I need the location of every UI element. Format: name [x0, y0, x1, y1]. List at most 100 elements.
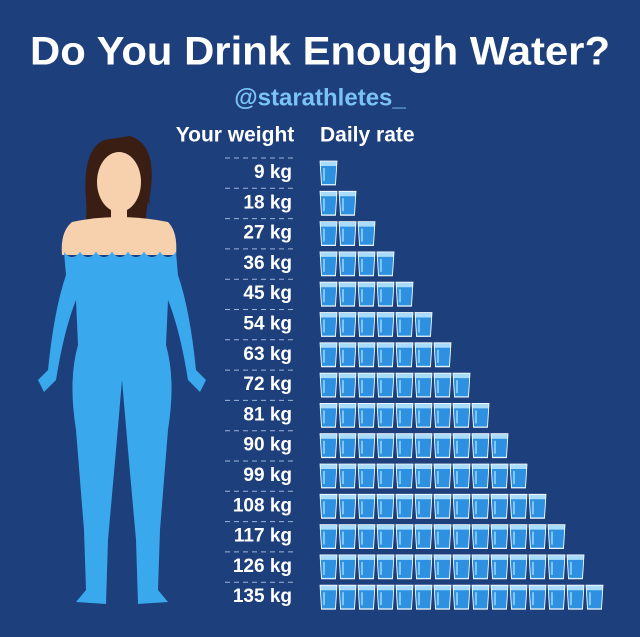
weight-label: 117 kg — [234, 526, 292, 547]
glass-shine — [399, 380, 401, 394]
glass-shine — [380, 410, 382, 424]
weight-label: 18 kg — [243, 192, 292, 213]
glass-shine — [399, 349, 401, 363]
glasses-row — [319, 190, 357, 216]
table-rows: 9 kg 18 kg 27 kg 36 kg 45 kg 54 kg 63 kg 72 kg 8… — [225, 157, 604, 610]
glasses-row — [319, 524, 566, 549]
glass-shine — [513, 501, 515, 515]
glass-shine — [361, 501, 363, 515]
title: Do You Drink Enough Water? — [30, 30, 610, 74]
glass-shine — [418, 592, 420, 606]
glass-shine — [437, 349, 439, 363]
glasses-row — [319, 251, 395, 277]
header-weight: Your weight — [176, 124, 295, 147]
glass-shine — [361, 258, 363, 272]
woman-figure — [38, 136, 206, 604]
glass-shine — [418, 471, 420, 484]
glass-shine — [342, 410, 344, 424]
weight-label: 126 kg — [233, 556, 292, 577]
glass-shine — [475, 410, 477, 424]
handle: @starathletes_ — [234, 84, 406, 111]
glass-shine — [361, 561, 363, 575]
glass-shine — [532, 501, 534, 515]
weight-label: 54 kg — [243, 314, 292, 335]
glasses-row — [319, 281, 414, 307]
glass-shine — [380, 440, 382, 454]
glass-shine — [418, 561, 420, 575]
glass-shine — [342, 471, 344, 484]
glass-shine — [418, 531, 420, 545]
glass-shine — [399, 561, 401, 575]
glass-shine — [342, 319, 344, 333]
glass-shine — [361, 319, 363, 333]
glasses-row — [319, 160, 338, 186]
glass-shine — [475, 592, 477, 606]
glass-shine — [589, 592, 591, 606]
glass-shine — [380, 289, 382, 303]
weight-label: 27 kg — [243, 223, 292, 244]
weight-label: 36 kg — [243, 253, 292, 274]
glass-shine — [456, 440, 458, 454]
glass-shine — [323, 531, 325, 545]
glasses-row — [319, 342, 452, 368]
glass-shine — [551, 531, 553, 545]
glass-shine — [323, 198, 325, 212]
glass-shine — [342, 561, 344, 575]
glass-shine — [323, 228, 325, 242]
glass-shine — [399, 410, 401, 424]
glass-shine — [551, 592, 553, 606]
glass-shine — [437, 531, 439, 545]
glass-shine — [437, 380, 439, 394]
glass-shine — [342, 258, 344, 272]
glass-shine — [532, 592, 534, 606]
glass-shine — [399, 501, 401, 515]
glass-shine — [323, 592, 325, 606]
glass-shine — [513, 592, 515, 606]
glass-shine — [456, 561, 458, 575]
glass-shine — [494, 471, 496, 484]
glass-shine — [494, 561, 496, 575]
glass-shine — [323, 561, 325, 575]
glass-shine — [570, 561, 572, 575]
glass-shine — [323, 319, 325, 333]
glasses-row — [319, 463, 528, 489]
glass-shine — [437, 501, 439, 515]
glass-shine — [342, 531, 344, 545]
glass-shine — [456, 471, 458, 484]
glass-shine — [323, 168, 325, 181]
glass-shine — [570, 592, 572, 606]
glass-shine — [399, 440, 401, 454]
glasses-row — [319, 403, 490, 428]
glass-shine — [342, 501, 344, 515]
glass-shine — [437, 592, 439, 606]
glass-shine — [437, 410, 439, 424]
glass-shine — [475, 501, 477, 515]
glass-shine — [342, 440, 344, 454]
glass-shine — [380, 531, 382, 545]
glass-shine — [380, 258, 382, 272]
glass-shine — [456, 592, 458, 606]
glass-shine — [475, 561, 477, 575]
glass-shine — [380, 471, 382, 484]
glass-shine — [418, 440, 420, 454]
glass-shine — [437, 440, 439, 454]
glass-shine — [456, 410, 458, 424]
glass-shine — [323, 501, 325, 515]
glass-shine — [399, 592, 401, 606]
glass-shine — [475, 440, 477, 454]
glasses-row — [319, 372, 471, 398]
weight-label: 90 kg — [243, 435, 292, 456]
glass-shine — [342, 228, 344, 242]
glass-shine — [361, 410, 363, 424]
glass-shine — [513, 471, 515, 484]
glass-shine — [361, 349, 363, 363]
glass-shine — [323, 289, 325, 303]
glass-shine — [418, 380, 420, 394]
glass-shine — [418, 319, 420, 333]
glass-shine — [380, 501, 382, 515]
glasses-row — [319, 584, 604, 610]
header-rate: Daily rate — [320, 124, 415, 147]
glass-shine — [475, 471, 477, 484]
